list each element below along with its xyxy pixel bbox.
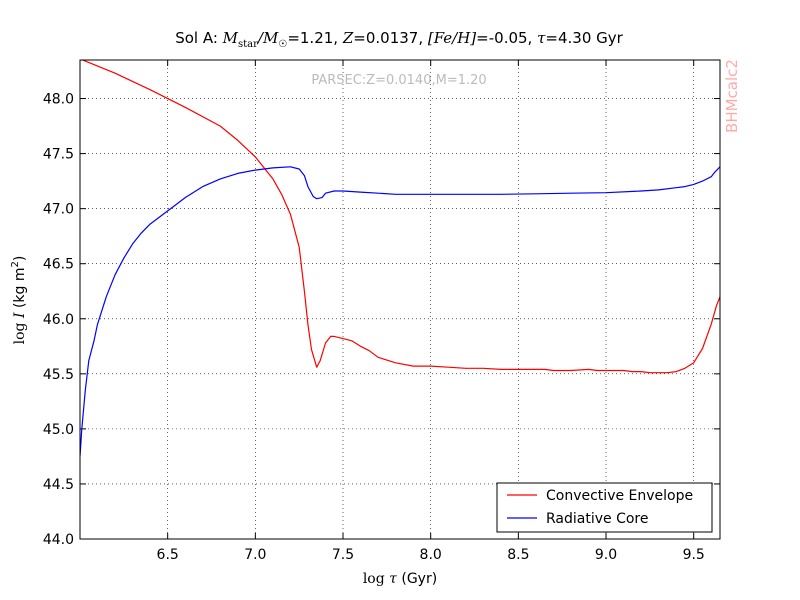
y-tick-label: 46.5 [43,257,74,273]
x-tick-label: 8.0 [420,547,442,563]
x-tick-label: 9.0 [595,547,617,563]
x-tick-label: 9.5 [683,547,705,563]
series-line-convective-envelope [81,60,720,374]
series-line-radiative-core [80,166,720,457]
x-ticks: 6.5 7.0 7.5 8.0 8.5 9.0 9.5 [157,60,705,563]
x-axis-label: log τ (Gyr) [363,571,437,587]
legend-label-convective-envelope: Convective Envelope [546,488,693,504]
y-tick-label: 48.0 [43,92,74,108]
x-tick-label: 7.5 [332,547,354,563]
plot-frame [79,59,721,540]
parsec-annotation: PARSEC:Z=0.0140,M=1.20 [311,73,486,88]
y-tick-label: 47.0 [43,202,74,218]
y-tick-label: 47.5 [43,147,74,163]
y-tick-label: 44.0 [43,532,74,548]
legend-label-radiative-core: Radiative Core [546,511,648,527]
legend-box [496,482,713,533]
y-tick-label: 46.0 [43,312,74,328]
chart-title: Sol A: Mstar/M☉=1.21, Z=0.0137, [Fe/H]=-… [175,29,623,50]
side-label: BHMcalc2 [723,59,741,133]
y-tick-label: 45.5 [43,367,74,383]
x-tick-label: 7.0 [244,547,266,563]
y-axis-label: log I (kg m2) [10,256,28,345]
y-tick-label: 45.0 [43,422,74,438]
series-group [80,60,720,457]
x-tick-label: 6.5 [157,547,179,563]
y-ticks: 44.0 44.5 45.0 45.5 46.0 46.5 47.0 47.5 48.0 [43,92,720,548]
legend: Convective Envelope Radiative Core [496,482,713,533]
x-tick-label: 8.5 [507,547,529,563]
y-tick-label: 44.5 [43,477,74,493]
